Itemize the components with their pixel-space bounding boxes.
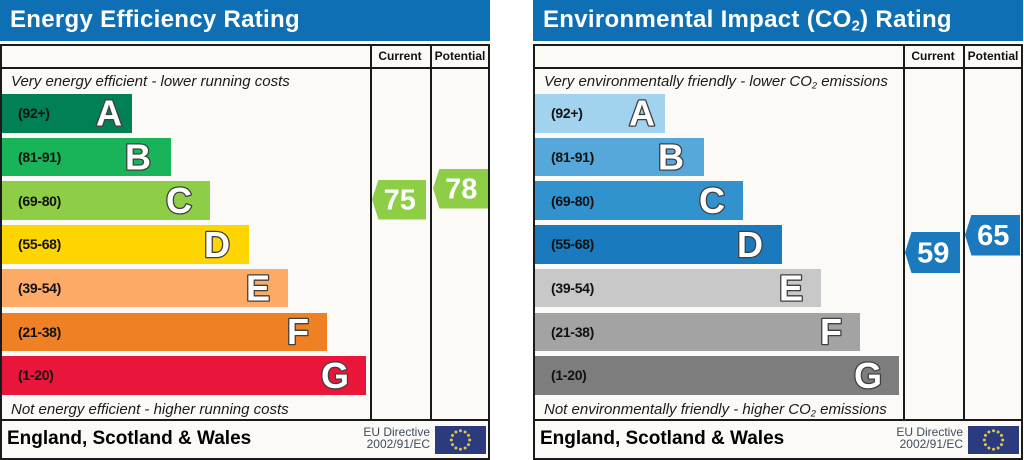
svg-text:D: D <box>737 224 763 265</box>
svg-text:F: F <box>820 311 842 352</box>
svg-text:B: B <box>658 136 684 177</box>
svg-text:78: 78 <box>445 174 477 206</box>
svg-text:G: G <box>321 355 349 396</box>
svg-text:E: E <box>246 268 270 309</box>
svg-text:F: F <box>287 311 309 352</box>
svg-text:G: G <box>854 355 882 396</box>
svg-text:C: C <box>166 180 192 221</box>
svg-text:B: B <box>125 136 151 177</box>
svg-text:C: C <box>699 180 725 221</box>
svg-text:D: D <box>204 224 230 265</box>
svg-text:59: 59 <box>917 238 949 270</box>
svg-text:E: E <box>779 268 803 309</box>
svg-text:A: A <box>629 93 655 134</box>
svg-text:A: A <box>96 93 122 134</box>
svg-text:75: 75 <box>384 185 416 217</box>
svg-text:65: 65 <box>977 220 1009 252</box>
